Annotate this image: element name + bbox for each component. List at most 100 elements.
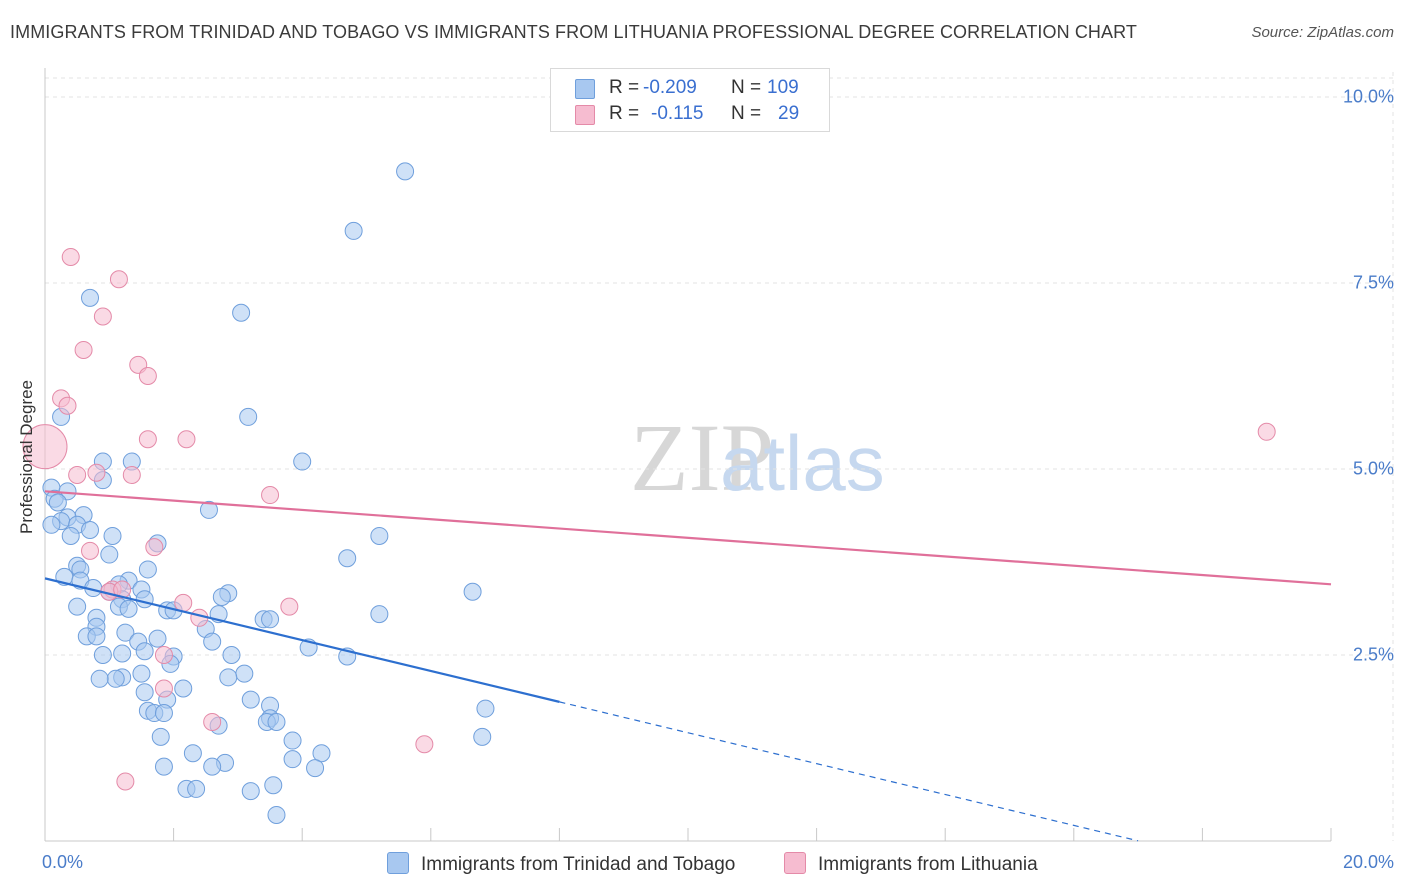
point-lithuania [81, 541, 100, 560]
point-trinidad [61, 526, 80, 545]
y-tick-label: 10.0% [1342, 86, 1394, 107]
point-lithuania [74, 340, 93, 359]
point-trinidad [264, 776, 283, 795]
legend-r-label: R = [609, 103, 640, 124]
point-lithuania [415, 735, 434, 754]
point-trinidad [306, 759, 325, 778]
point-trinidad [261, 610, 280, 629]
y-tick-label: 7.5% [1352, 272, 1394, 293]
point-trinidad [476, 699, 495, 718]
point-trinidad [48, 493, 67, 512]
point-trinidad [473, 727, 492, 746]
point-trinidad [151, 727, 170, 746]
bottom-legend-item-trinidad: Immigrants from Trinidad and Tobago [387, 852, 735, 876]
point-trinidad [203, 757, 222, 776]
point-trinidad [93, 646, 112, 664]
legend-n-label: N = [731, 77, 762, 98]
point-lithuania [138, 367, 157, 385]
point-trinidad [183, 744, 202, 763]
point-trinidad [235, 664, 254, 683]
point-lithuania [61, 247, 80, 266]
trend-line-trinidad-extension [559, 701, 1139, 842]
point-trinidad [135, 642, 154, 661]
point-lithuania [113, 580, 132, 599]
watermark-zip: ZIP [630, 404, 774, 511]
source-label: Source: ZipAtlas.com [1251, 24, 1394, 41]
point-lithuania [154, 646, 173, 664]
watermark-atlas: atlas [720, 419, 885, 507]
legend-label-lithuania: Immigrants from Lithuania [818, 854, 1038, 875]
legend-r-value: -0.209 [643, 77, 697, 98]
legend-swatch-blue [387, 852, 409, 874]
legend-n-value: 109 [767, 77, 799, 98]
point-trinidad [239, 407, 258, 426]
point-lithuania [203, 712, 222, 731]
legend-r-value: -0.115 [651, 103, 704, 124]
bottom-legend-item-lithuania: Immigrants from Lithuania [784, 852, 1038, 876]
point-lithuania [154, 679, 173, 698]
point-trinidad [241, 782, 260, 801]
point-lithuania [1257, 422, 1276, 441]
point-lithuania [177, 430, 196, 449]
legend-label-trinidad: Immigrants from Trinidad and Tobago [421, 854, 736, 875]
point-trinidad [203, 632, 222, 651]
point-trinidad [212, 587, 231, 606]
point-trinidad [232, 303, 251, 322]
point-trinidad [370, 605, 389, 624]
point-trinidad [267, 712, 286, 731]
point-trinidad [267, 805, 286, 824]
point-lithuania [68, 465, 87, 484]
legend-swatch-pink [784, 852, 806, 874]
chart-title: IMMIGRANTS FROM TRINIDAD AND TOBAGO VS I… [10, 22, 1137, 42]
legend-n-value: 29 [778, 103, 800, 124]
point-trinidad [241, 690, 260, 709]
point-trinidad [106, 669, 125, 688]
point-trinidad [219, 668, 238, 687]
point-trinidad [42, 515, 61, 534]
point-lithuania [174, 593, 193, 612]
point-trinidad [463, 582, 482, 601]
point-trinidad [132, 664, 151, 683]
trend-line-lithuania [44, 490, 1332, 586]
trend-lines [44, 490, 1332, 842]
point-trinidad [103, 526, 122, 545]
point-trinidad [119, 599, 138, 618]
point-trinidad [187, 779, 206, 798]
point-lithuania [109, 270, 128, 289]
point-trinidad [135, 590, 154, 609]
point-trinidad [138, 560, 157, 579]
legend-r-label: R = [609, 77, 640, 98]
point-lithuania [280, 597, 299, 616]
point-trinidad [396, 162, 415, 181]
y-tick-label: 5.0% [1352, 458, 1394, 479]
legend-swatch-pink [575, 105, 595, 125]
point-trinidad [344, 221, 363, 240]
point-lithuania [122, 465, 141, 484]
point-trinidad [87, 627, 106, 646]
point-trinidad [199, 500, 218, 519]
point-trinidad [283, 750, 302, 769]
point-trinidad [154, 757, 173, 776]
legend-swatch-blue [575, 79, 595, 99]
point-trinidad [370, 526, 389, 545]
point-trinidad [283, 731, 302, 750]
point-lithuania [145, 538, 164, 557]
correlation-legend: R = -0.209 N = 109 R = -0.115 N = 29 [550, 68, 830, 132]
point-lithuania [93, 307, 112, 326]
point-trinidad [293, 452, 312, 471]
x-tick-label-max: 20.0% [1342, 852, 1394, 872]
point-trinidad [174, 679, 193, 698]
y-axis-label: Professional Degree [17, 379, 36, 535]
point-trinidad [312, 744, 331, 763]
point-lithuania [116, 772, 135, 791]
point-trinidad [81, 288, 100, 307]
trend-line-trinidad [44, 577, 560, 703]
point-trinidad [222, 646, 241, 664]
y-tick-label: 2.5% [1352, 644, 1394, 665]
data-points [22, 162, 1276, 824]
point-lithuania [261, 486, 280, 505]
point-lithuania [138, 430, 157, 449]
point-trinidad [135, 683, 154, 702]
x-tick-label-min: 0.0% [42, 852, 84, 872]
